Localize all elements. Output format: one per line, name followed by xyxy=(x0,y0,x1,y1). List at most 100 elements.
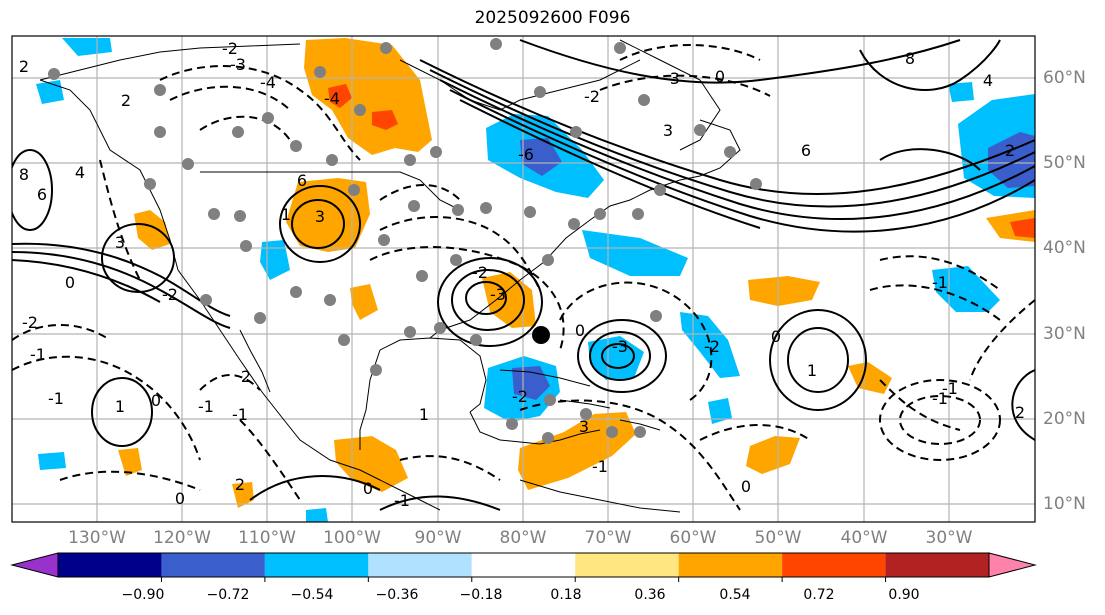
contour-label: -3 xyxy=(664,69,680,88)
graticule xyxy=(12,36,1035,522)
contour-label: 2 xyxy=(241,367,251,386)
colorbar-segment xyxy=(575,553,679,577)
contour-label: -4 xyxy=(260,73,276,92)
negative-anomaly-pacific xyxy=(306,508,328,522)
lat-label: 10°N xyxy=(1043,494,1086,514)
colorbar-tick-label: 0.18 xyxy=(550,587,582,603)
contour-label: 0 xyxy=(715,67,725,86)
negative-anomaly-core xyxy=(520,138,562,176)
colorbar-segment xyxy=(368,553,472,577)
contour-label: 4 xyxy=(983,71,993,90)
contour-label: -4 xyxy=(324,89,340,108)
contour-label: 0 xyxy=(65,273,75,292)
contour-label: 2 xyxy=(121,91,131,110)
positive-anomaly-pacific xyxy=(232,482,254,508)
colorbar-tick-label: 0.36 xyxy=(634,587,666,603)
colorbar-tick-label: −0.54 xyxy=(290,587,334,603)
contour-label: -3 xyxy=(612,337,628,356)
contour-label: 4 xyxy=(75,163,85,182)
contour-label: -2 xyxy=(512,387,528,406)
contour-label: -1 xyxy=(932,273,948,292)
positive-anomaly-atlantic xyxy=(746,436,800,474)
contour-label: 8 xyxy=(19,165,29,184)
lon-label: 30°W xyxy=(925,528,973,548)
lon-label: 130°W xyxy=(68,528,126,548)
colorbar xyxy=(10,552,1037,582)
contour-label: -6 xyxy=(518,145,534,164)
contour-label: 0 xyxy=(363,479,373,498)
negative-anomaly-north xyxy=(62,38,112,56)
lon-label: 90°W xyxy=(414,528,462,548)
contour-label: 2 xyxy=(1005,141,1015,160)
lon-label: 110°W xyxy=(238,528,296,548)
colorbar-tick-label: 0.54 xyxy=(719,587,751,603)
contour-label: 0 xyxy=(741,477,751,496)
contour-label: 2 xyxy=(235,475,245,494)
contour-label: -2 xyxy=(704,337,720,356)
colorbar-tick-label: 0.90 xyxy=(888,587,920,603)
contour-label: -2 xyxy=(22,313,38,332)
contour-label: 1 xyxy=(807,361,817,380)
colorbar-tick-label: 0.72 xyxy=(803,587,835,603)
contour-label: 6 xyxy=(801,141,811,160)
colorbar-segment xyxy=(471,553,576,577)
positive-anomaly-core xyxy=(1010,218,1035,238)
negative-anomaly-atlantic xyxy=(680,312,740,378)
contour-label: -1 xyxy=(232,405,248,424)
dashed-contours xyxy=(12,44,1035,511)
positive-anomaly-atlantic xyxy=(748,276,820,306)
lon-label: 50°W xyxy=(754,528,802,548)
colorbar-segment xyxy=(58,553,162,577)
positive-anomaly-pacific xyxy=(134,210,170,250)
contour-label: -1 xyxy=(932,389,948,408)
coastlines xyxy=(39,39,741,513)
contour-label: -2 xyxy=(162,285,178,304)
lon-label: 120°W xyxy=(153,528,211,548)
colorbar-extend-high xyxy=(988,552,1037,578)
lat-label: 20°N xyxy=(1043,409,1086,429)
positive-anomaly-canada xyxy=(304,38,432,155)
colorbar-segment xyxy=(161,553,265,577)
station-markers xyxy=(48,38,762,444)
contour-label: 3 xyxy=(663,121,673,140)
hurricane-center-marker xyxy=(532,326,550,344)
contour-label: -1 xyxy=(592,457,608,476)
lat-label: 50°N xyxy=(1043,153,1086,173)
contour-labels: 2 3 8 6 4 2 0 -2 -1 6 -4 -3 -2 3 6 8 4 -… xyxy=(19,39,1025,510)
contour-label: 8 xyxy=(905,49,915,68)
contour-label: -2 xyxy=(472,263,488,282)
solid-contours xyxy=(12,39,1035,511)
lon-label: 70°W xyxy=(584,528,632,548)
contour-label: 0 xyxy=(575,321,585,340)
negative-anomaly-atlantic xyxy=(708,398,732,424)
map-frame xyxy=(11,35,1036,523)
lon-label: 100°W xyxy=(323,528,381,548)
lat-label: 40°N xyxy=(1043,238,1086,258)
negative-anomaly-atlantic xyxy=(948,82,974,102)
contour-label: 6 xyxy=(37,185,47,204)
contour-label: -1 xyxy=(48,389,64,408)
contour-label: 2 xyxy=(19,57,29,76)
lon-label: 60°W xyxy=(669,528,717,548)
figure-title: 2025092600 F096 xyxy=(474,8,631,28)
contour-label: -1 xyxy=(198,397,214,416)
contour-label: 1 xyxy=(419,405,429,424)
contour-label: -1 xyxy=(394,491,410,510)
contour-label: 3 xyxy=(579,417,589,436)
colorbar-tick-label: −0.36 xyxy=(375,587,419,603)
positive-anomaly-core xyxy=(372,110,398,130)
contour-label: 2 xyxy=(1015,403,1025,422)
contour-label: 1 xyxy=(115,397,125,416)
shaded-anomaly-layer xyxy=(36,38,1035,522)
contour-label: -2 xyxy=(584,87,600,106)
lon-label: 80°W xyxy=(499,528,547,548)
positive-anomaly-core xyxy=(328,84,352,108)
colorbar-extend-low xyxy=(10,552,59,578)
lat-label: 60°N xyxy=(1043,68,1086,88)
positive-anomaly-texas xyxy=(350,284,378,320)
colorbar-segment xyxy=(678,553,783,577)
contour-label: -2 xyxy=(222,39,238,58)
lon-label: 40°W xyxy=(840,528,888,548)
lat-label: 30°N xyxy=(1043,324,1086,344)
